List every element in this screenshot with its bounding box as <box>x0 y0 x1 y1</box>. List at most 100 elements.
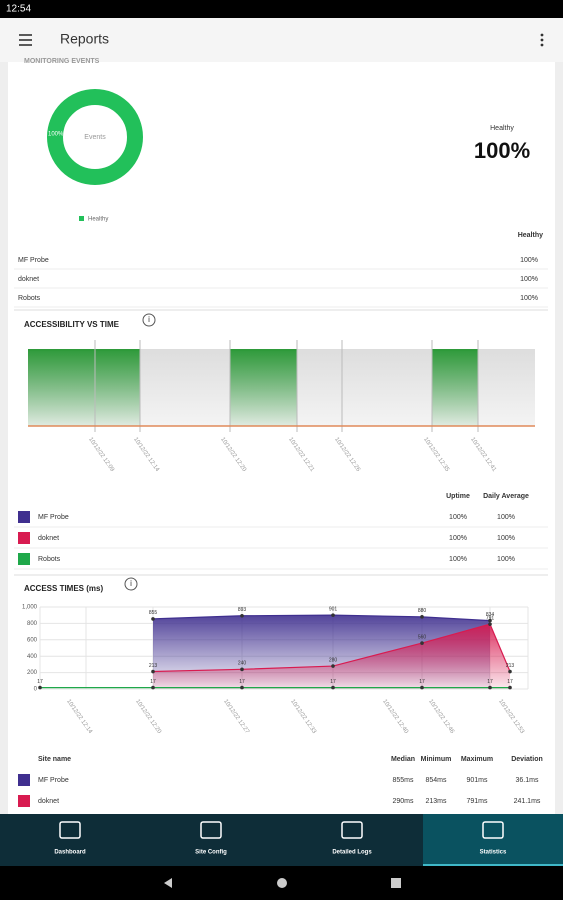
point <box>240 667 244 672</box>
uptime: 100% <box>449 535 467 542</box>
point-label: 834 <box>486 612 495 618</box>
menu-icon[interactable] <box>19 34 32 46</box>
site-name: Robots <box>38 556 61 563</box>
legend-swatch <box>79 216 84 221</box>
chart-title: ACCESS TIMES (ms) <box>24 584 103 593</box>
chart-title: ACCESSIBILITY VS TIME <box>24 320 120 329</box>
point-label: 280 <box>329 657 338 663</box>
health-value: 100% <box>520 276 538 283</box>
point-label: 213 <box>506 663 515 669</box>
app-bar <box>0 18 563 62</box>
series-line <box>152 623 511 673</box>
tab-icon[interactable] <box>341 821 363 839</box>
y-tick-label: 200 <box>27 670 38 676</box>
point-label: 855 <box>149 610 158 616</box>
site-name: doknet <box>38 798 59 805</box>
point <box>420 615 424 619</box>
table-header: Deviation <box>511 756 543 763</box>
overflow-icon[interactable] <box>540 33 544 47</box>
point <box>240 685 244 690</box>
table-header: Minimum <box>421 756 452 763</box>
point <box>331 685 335 690</box>
status-segment <box>432 349 478 426</box>
y-tick-label: 800 <box>27 621 38 627</box>
point-label: 17 <box>37 679 43 685</box>
health-value: 100% <box>520 257 538 264</box>
table-header: Uptime <box>446 493 470 500</box>
daily-average: 100% <box>497 556 515 563</box>
metric: 855ms <box>392 777 414 784</box>
legend-swatch <box>18 774 30 786</box>
tab-label[interactable]: Statistics <box>480 850 507 856</box>
legend-swatch <box>18 511 30 523</box>
table-header: Maximum <box>461 756 493 763</box>
point <box>508 669 512 674</box>
point <box>488 622 492 626</box>
point-label: 560 <box>418 634 427 640</box>
legend-label: Healthy <box>88 217 108 223</box>
table-header: Daily Average <box>483 493 529 500</box>
tab-label[interactable]: Detailed Logs <box>332 850 372 856</box>
status-top <box>432 349 478 351</box>
site-name: Robots <box>18 295 41 302</box>
y-tick-label: 400 <box>27 654 38 660</box>
point <box>151 685 155 690</box>
y-tick-label: 0 <box>34 687 38 693</box>
tab-label[interactable]: Site Config <box>195 850 227 856</box>
status-segment <box>95 349 140 426</box>
point <box>151 669 155 674</box>
uptime: 100% <box>449 514 467 521</box>
daily-average: 100% <box>497 514 515 521</box>
y-tick-label: 1,000 <box>22 605 38 611</box>
point-label: 17 <box>507 679 513 685</box>
donut-center: Events <box>84 134 106 141</box>
status-bg <box>342 349 432 426</box>
point <box>38 685 42 690</box>
table-header: Median <box>391 756 415 763</box>
info-icon[interactable] <box>124 577 138 591</box>
legend-swatch <box>18 553 30 565</box>
home-button[interactable] <box>277 878 287 888</box>
site-name: doknet <box>38 535 59 542</box>
point-label: 240 <box>238 661 247 667</box>
point <box>420 641 424 645</box>
point-label: 893 <box>238 607 247 613</box>
point <box>331 613 335 617</box>
metric: 241.1ms <box>514 798 541 805</box>
back-button[interactable] <box>164 878 172 888</box>
info-i: i <box>148 315 150 324</box>
recents-button[interactable] <box>391 878 401 888</box>
tab-icon[interactable] <box>482 821 504 839</box>
metric: 791ms <box>466 798 488 805</box>
site-name: MF Probe <box>38 777 69 784</box>
series-area <box>153 624 510 689</box>
point <box>240 613 244 618</box>
metric: 901ms <box>466 777 488 784</box>
point-label: 791 <box>486 615 495 621</box>
tab-icon[interactable] <box>59 821 81 839</box>
summary-value: 100% <box>474 138 530 163</box>
status-segment <box>28 349 95 426</box>
status-top <box>230 349 297 351</box>
tab-indicator <box>423 864 563 866</box>
uptime: 100% <box>449 556 467 563</box>
info-icon[interactable] <box>142 313 156 327</box>
point-label: 901 <box>329 606 338 612</box>
site-name: MF Probe <box>38 514 69 521</box>
status-segment <box>230 349 297 426</box>
tab-icon[interactable] <box>200 821 222 839</box>
point <box>488 618 492 623</box>
info-i: i <box>130 579 132 588</box>
table-header: Healthy <box>518 232 543 239</box>
point-label: 17 <box>419 679 425 685</box>
site-name: doknet <box>18 276 39 283</box>
metric: 854ms <box>425 777 447 784</box>
metric: 36.1ms <box>516 777 539 784</box>
point <box>151 617 155 621</box>
point <box>488 685 492 690</box>
status-bar <box>0 0 563 18</box>
tab-label[interactable]: Dashboard <box>54 850 86 856</box>
status-bg <box>478 349 535 426</box>
status-bg <box>297 349 342 426</box>
